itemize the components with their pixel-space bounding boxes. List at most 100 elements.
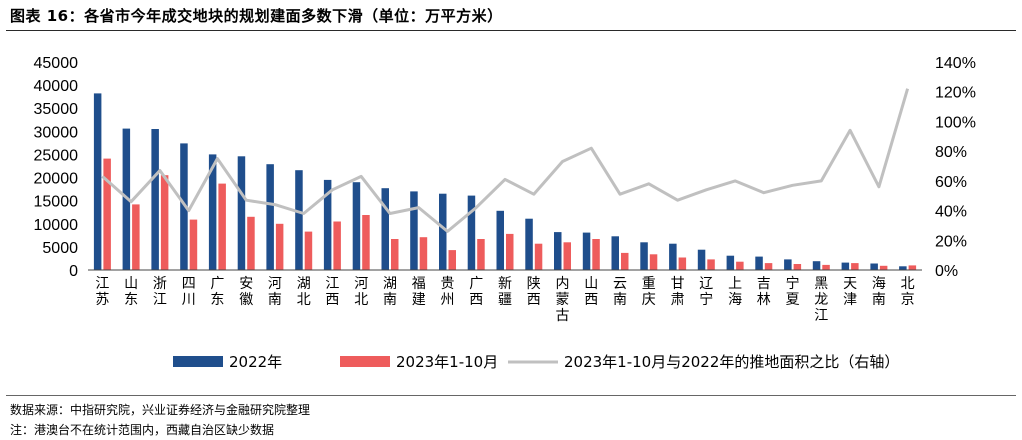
- x-category-label: 湖北: [297, 276, 311, 308]
- x-category-label: 福建: [412, 276, 426, 308]
- chart-title: 图表 16：各省市今年成交地块的规划建面多数下滑（单位：万平方米）: [10, 7, 503, 25]
- bar-2022: [755, 256, 763, 270]
- bar-2023: [764, 263, 773, 270]
- bar-2023: [391, 239, 399, 270]
- x-category-label: 辽宁: [699, 276, 713, 308]
- legend-label-2023: 2023年1-10月: [396, 353, 498, 371]
- bar-2023: [103, 158, 111, 270]
- x-category-label: 广东: [210, 276, 224, 308]
- x-category-label: 北京: [901, 276, 915, 308]
- x-category-label: 新疆: [498, 276, 512, 308]
- bar-2023: [879, 265, 888, 270]
- legend-label-ratio: 2023年1-10月与2022年的推地面积之比（右轴）: [564, 353, 899, 371]
- y-left-tick-label: 5000: [42, 240, 78, 257]
- bar-2022: [93, 93, 102, 271]
- bar-2023: [678, 257, 687, 270]
- y-right-tick-label: 120%: [935, 85, 976, 102]
- bar-2022: [266, 164, 274, 270]
- bar-2022: [582, 232, 591, 270]
- x-category-label: 湖南: [383, 276, 397, 308]
- y-right-tick-label: 40%: [935, 204, 967, 221]
- bar-2022: [640, 242, 648, 270]
- x-category-label: 山西: [584, 276, 598, 308]
- bar-2022: [496, 210, 504, 270]
- x-category-label: 天津: [843, 276, 857, 308]
- y-left-tick-label: 35000: [34, 101, 79, 118]
- bar-2023: [621, 252, 629, 270]
- x-category-label: 浙江: [153, 276, 167, 308]
- bar-2022: [381, 188, 389, 270]
- x-category-label: 内蒙古: [556, 276, 570, 324]
- x-category-label: 四川: [182, 276, 196, 308]
- x-category-label: 黑龙江: [814, 276, 828, 324]
- bar-2023: [908, 265, 917, 270]
- bar-2023: [448, 250, 456, 270]
- legend-label-2022: 2022年: [229, 353, 282, 371]
- bar-2023: [649, 254, 658, 270]
- y-right-tick-label: 0%: [935, 263, 958, 280]
- x-category-label: 广西: [469, 276, 483, 308]
- bar-2022: [726, 255, 735, 270]
- bar-2022: [237, 156, 246, 270]
- x-category-label: 吉林: [757, 276, 771, 308]
- bar-2022: [439, 193, 447, 270]
- x-category-label: 重庆: [642, 276, 656, 308]
- x-category-label: 云南: [613, 276, 627, 308]
- x-category-label: 河北: [354, 276, 368, 308]
- bar-2022: [180, 143, 188, 270]
- x-category-label: 海南: [872, 276, 886, 308]
- x-category-label: 河南: [268, 276, 282, 308]
- bar-2022: [784, 259, 792, 270]
- x-category-label: 江苏: [95, 276, 109, 308]
- x-category-label: 甘肃: [671, 276, 685, 308]
- bar-2022: [841, 262, 850, 270]
- y-right-tick-label: 100%: [935, 114, 976, 131]
- y-left-tick-label: 15000: [34, 194, 79, 211]
- bar-2023: [736, 261, 744, 270]
- source-note: 数据来源：中指研究院，兴业证券经济与金融研究院整理: [10, 403, 311, 417]
- bar-2022: [208, 154, 217, 270]
- footer-divider: [6, 395, 1016, 396]
- y-left-tick-label: 20000: [34, 171, 79, 188]
- bar-2023: [822, 264, 830, 270]
- bar-2023: [304, 231, 313, 270]
- bar-2022: [899, 266, 907, 270]
- ratio-line: [101, 88, 910, 233]
- bar-2023: [362, 215, 370, 270]
- bar-2023: [419, 237, 428, 270]
- title-divider: [6, 30, 1016, 31]
- y-left-tick-label: 25000: [34, 147, 79, 164]
- bar-2022: [151, 129, 159, 270]
- y-right-tick-label: 20%: [935, 233, 967, 250]
- bar-2023: [793, 264, 802, 270]
- x-category-label: 贵州: [441, 276, 455, 308]
- bar-2022: [669, 243, 677, 270]
- bar-2023: [247, 216, 255, 270]
- bar-2023: [592, 239, 600, 270]
- bar-2022: [812, 261, 821, 270]
- bar-2022: [323, 179, 332, 270]
- y-right-tick-label: 60%: [935, 174, 967, 191]
- bar-2023: [160, 175, 169, 270]
- x-category-label: 江西: [325, 276, 339, 308]
- x-category-label: 宁夏: [786, 275, 800, 308]
- bar-2022: [295, 170, 303, 270]
- bar-2022: [410, 191, 418, 270]
- y-left-tick-label: 40000: [34, 78, 79, 95]
- y-left-tick-label: 45000: [34, 55, 79, 72]
- bar-2023: [851, 263, 859, 270]
- x-category-label: 陕西: [527, 276, 541, 308]
- bar-2022: [611, 236, 619, 270]
- bar-2023: [534, 243, 543, 270]
- bar-2023: [563, 242, 571, 270]
- x-category-label: 山东: [124, 276, 138, 308]
- x-category-label: 安徽: [239, 276, 253, 308]
- legend-swatch-2022: [173, 356, 223, 367]
- bar-2023: [506, 233, 514, 270]
- bar-2023: [333, 221, 341, 270]
- y-right-tick-label: 80%: [935, 144, 967, 161]
- bar-2023: [707, 259, 715, 270]
- bar-2022: [352, 182, 361, 270]
- bar-2022: [525, 218, 533, 270]
- chart-svg: 0 5000 10000 15000 20000 25000 30000 35000 40000…: [34, 55, 976, 371]
